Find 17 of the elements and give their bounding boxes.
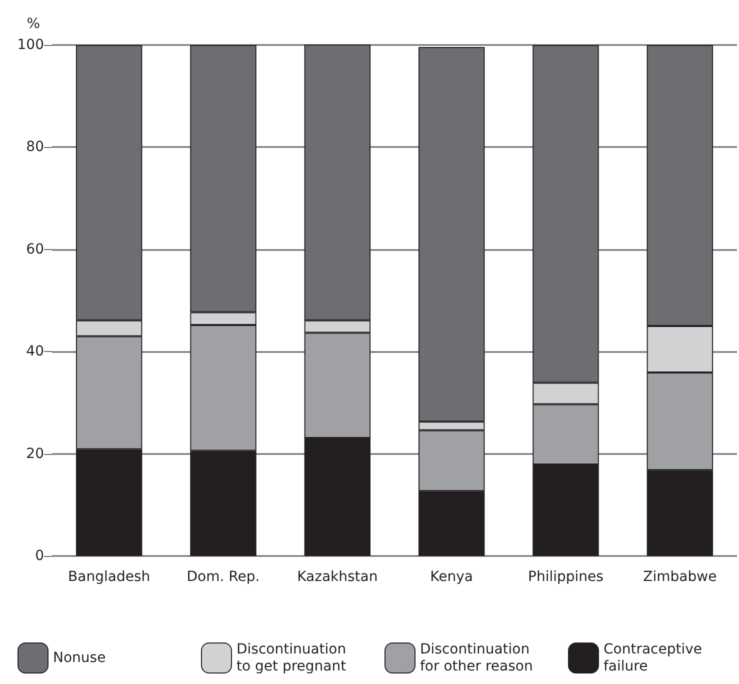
y-tick-label: 0	[35, 548, 44, 564]
y-tick-label: 40	[26, 344, 44, 360]
legend-label: Discontinuation for other reason	[420, 642, 534, 674]
x-tick-label: Bangladesh	[68, 569, 150, 585]
legend-label: Discontinuation to get pregnant	[236, 642, 351, 674]
y-tick-label: 100	[17, 37, 44, 53]
y-axis-title: %	[26, 16, 40, 32]
x-tick-label: Dom. Rep.	[186, 569, 260, 585]
y-tick-label: 20	[26, 446, 44, 462]
x-tick-label: Zimbabwe	[643, 569, 717, 585]
legend-label: Nonuse	[53, 650, 106, 666]
x-tick-label: Kazakhstan	[297, 569, 378, 585]
x-tick-label: Philippines	[528, 569, 604, 585]
x-tick-label: Kenya	[430, 569, 474, 585]
y-tick-label: 60	[26, 241, 44, 258]
legend-label: Contraceptive failure	[604, 642, 706, 674]
y-tick-label: 80	[26, 139, 44, 156]
